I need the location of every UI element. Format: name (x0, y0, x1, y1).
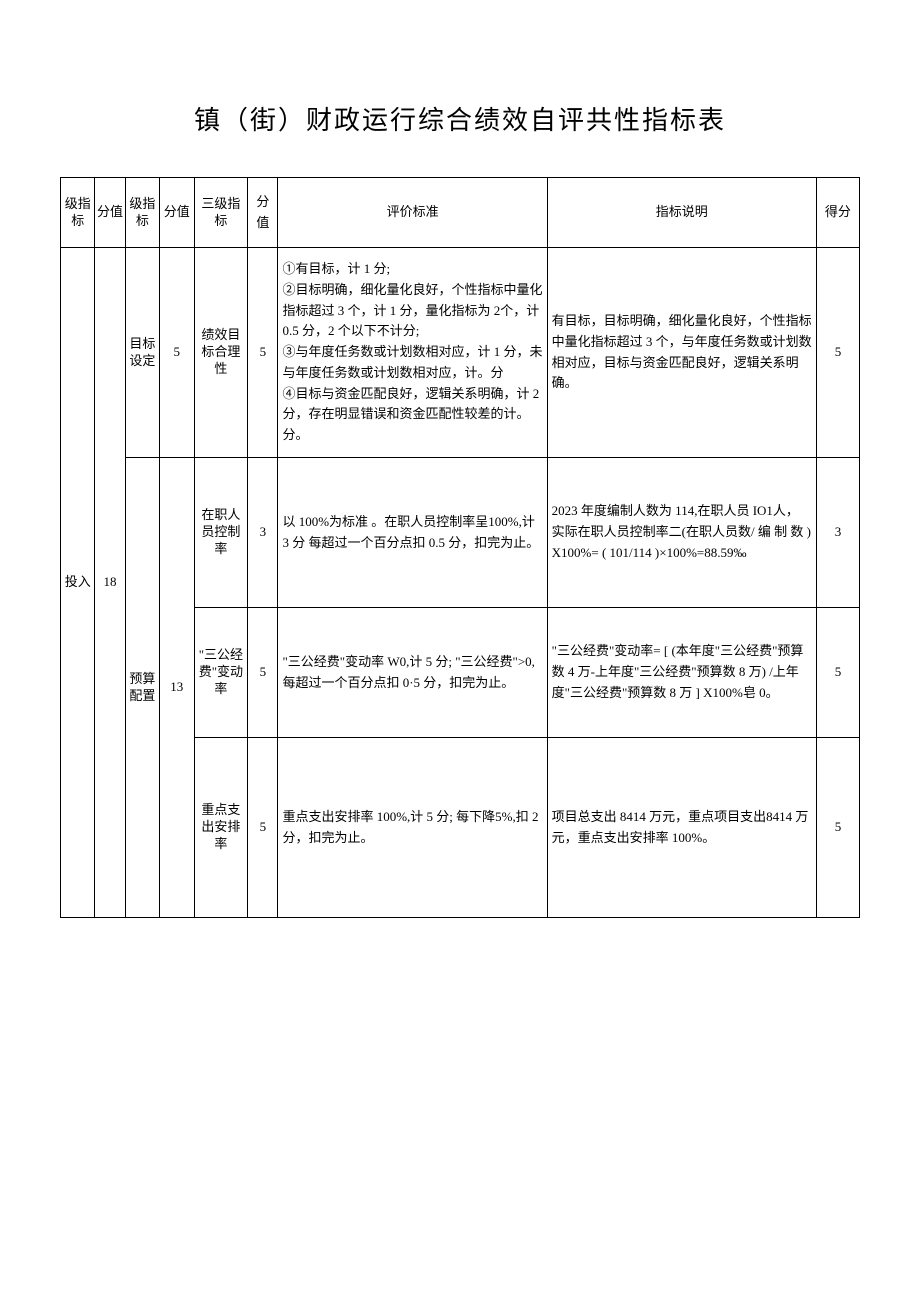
l2-cell: 预算配置 (125, 458, 159, 918)
l3-cell: 绩效目标合理性 (194, 248, 248, 458)
page-title: 镇（街）财政运行综合绩效自评共性指标表 (60, 100, 860, 137)
header-l3v: 分值 (248, 178, 278, 248)
header-score: 得分 (816, 178, 859, 248)
l3-value-cell: 5 (248, 608, 278, 738)
std-cell: 重点支出安排率 100%,计 5 分; 每下降5%,扣 2 分，扣完为止。 (278, 738, 547, 918)
header-row: 级指标 分值 级指标 分值 三级指标 分值 评价标准 指标说明 得分 (61, 178, 860, 248)
header-l1: 级指标 (61, 178, 95, 248)
header-l2: 级指标 (125, 178, 159, 248)
std-cell: 以 100%为标准 。在职人员控制率呈100%,计 3 分 每超过一个百分点扣 … (278, 458, 547, 608)
header-std: 评价标准 (278, 178, 547, 248)
l3-value-cell: 5 (248, 248, 278, 458)
l2-cell: 目标设定 (125, 248, 159, 458)
score-cell: 5 (816, 738, 859, 918)
l3-cell: 重点支出安排率 (194, 738, 248, 918)
std-cell: ①有目标，计 1 分;②目标明确，细化量化良好，个性指标中量化指标超过 3 个，… (278, 248, 547, 458)
header-desc: 指标说明 (547, 178, 816, 248)
l3-value-cell: 3 (248, 458, 278, 608)
desc-cell: 2023 年度编制人数为 114,在职人员 IO1人，实际在职人员控制率二(在职… (547, 458, 816, 608)
header-l1v: 分值 (95, 178, 125, 248)
score-cell: 5 (816, 248, 859, 458)
l3-cell: "三公经费"变动率 (194, 608, 248, 738)
std-cell: "三公经费"变动率 W0,计 5 分; "三公经费">0, 每超过一个百分点扣 … (278, 608, 547, 738)
score-cell: 5 (816, 608, 859, 738)
l2-value-cell: 5 (160, 248, 194, 458)
header-l3: 三级指标 (194, 178, 248, 248)
header-l2v: 分值 (160, 178, 194, 248)
l3-cell: 在职人员控制率 (194, 458, 248, 608)
l3-value-cell: 5 (248, 738, 278, 918)
l1-cell: 投入 (61, 248, 95, 918)
desc-cell: "三公经费"变动率= [ (本年度"三公经费"预算数 4 万-上年度"三公经费"… (547, 608, 816, 738)
indicator-table: 级指标 分值 级指标 分值 三级指标 分值 评价标准 指标说明 得分 投入 18… (60, 177, 860, 918)
score-cell: 3 (816, 458, 859, 608)
desc-cell: 项目总支出 8414 万元，重点项目支出8414 万元，重点支出安排率 100%… (547, 738, 816, 918)
l1-value-cell: 18 (95, 248, 125, 918)
table-row: 预算配置 13 在职人员控制率 3 以 100%为标准 。在职人员控制率呈100… (61, 458, 860, 608)
table-row: 投入 18 目标设定 5 绩效目标合理性 5 ①有目标，计 1 分;②目标明确，… (61, 248, 860, 458)
l2-value-cell: 13 (160, 458, 194, 918)
desc-cell: 有目标，目标明确，细化量化良好，个性指标中量化指标超过 3 个，与年度任务数或计… (547, 248, 816, 458)
